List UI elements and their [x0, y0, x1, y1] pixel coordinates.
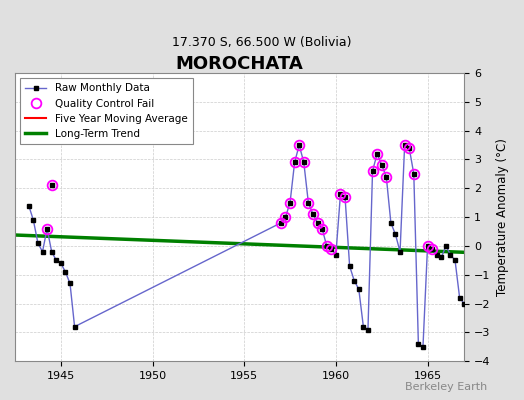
Title: MOROCHATA: MOROCHATA — [176, 55, 303, 73]
Text: 17.370 S, 66.500 W (Bolivia): 17.370 S, 66.500 W (Bolivia) — [172, 36, 352, 49]
Y-axis label: Temperature Anomaly (°C): Temperature Anomaly (°C) — [496, 138, 509, 296]
Legend: Raw Monthly Data, Quality Control Fail, Five Year Moving Average, Long-Term Tren: Raw Monthly Data, Quality Control Fail, … — [20, 78, 192, 144]
Text: Berkeley Earth: Berkeley Earth — [405, 382, 487, 392]
